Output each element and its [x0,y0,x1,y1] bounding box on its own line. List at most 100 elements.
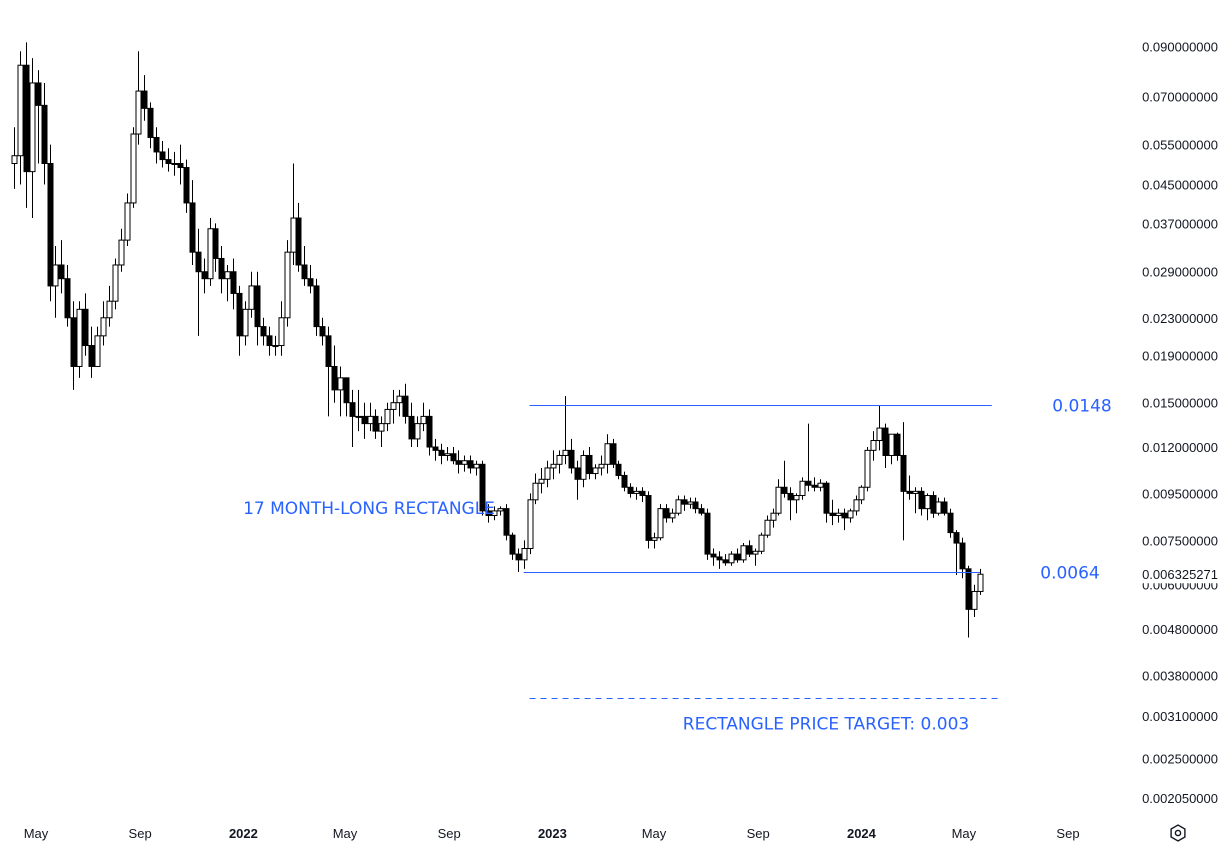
candle-body-up [598,463,605,469]
candle [675,495,682,516]
candle-body-down [627,486,634,494]
candles-layer [11,42,984,638]
candle [479,460,486,516]
candle [687,497,694,509]
candle [141,75,148,121]
candle-body-down [41,104,48,165]
candle [722,554,729,566]
candle-body-down [621,474,628,488]
time-axis[interactable]: May Sep 2022 May Sep 2023 May Sep 2024 May Sep [24,826,1080,841]
candle-body-up [864,449,871,488]
candle [544,460,551,488]
time-tick-label: 2024 [847,826,877,841]
candle-body-up [758,534,765,552]
candle-body-down [349,402,356,417]
candle-body-down [266,335,273,347]
price-tick-label: 0.004800000 [1142,622,1218,637]
price-tick-label: 0.007500000 [1142,533,1218,548]
settings-icon[interactable] [1170,824,1186,842]
time-tick-label: 2022 [229,826,258,841]
candle [171,151,178,176]
candle [372,409,379,439]
candle-body-up [752,550,759,555]
candle [242,301,249,346]
candle [355,389,362,432]
candle [82,293,89,356]
candle [432,438,439,461]
candle [924,493,931,521]
candle [740,543,747,563]
candle [497,506,504,516]
price-tick-label: 0.070000000 [1142,90,1218,105]
candle-body-up [378,423,385,432]
candle [716,551,723,569]
candle-body-up [633,490,640,494]
candle [450,447,457,465]
candle [698,504,705,516]
candle [461,455,468,472]
candle-body-down [426,415,433,448]
candle-body-up [52,264,59,287]
candle [201,258,208,294]
candle-body-down [485,510,492,517]
candle-body-up [272,345,279,348]
candle [935,497,942,516]
candle-body-down [361,415,368,425]
time-tick-label: 2023 [538,826,567,841]
candle-body-down [947,512,954,534]
candle-body-down [88,345,95,367]
candle-body-down [159,151,166,161]
candle [841,508,848,531]
candle [313,278,320,336]
candle [378,416,385,448]
candle-body-down [301,264,308,280]
candle [746,540,753,557]
candle [532,473,539,505]
candle-body-up [651,537,658,541]
candle-body-down [82,308,89,347]
time-tick-label: May [24,826,49,841]
settings-icon-outline [1170,824,1186,842]
candle [47,144,54,302]
candle-body-up [491,510,498,517]
candle [621,471,628,492]
candle-body-down [295,217,302,266]
candle-body-down [894,433,901,456]
price-tick-label: 0.055000000 [1142,138,1218,153]
price-tick-label: 0.015000000 [1142,396,1218,411]
candle [752,548,759,566]
candle-body-up [971,590,978,610]
price-tick-label: 0.045000000 [1142,177,1218,192]
candle-body-down [47,163,54,287]
candle-body-up [355,415,362,418]
candle [230,258,237,310]
candle [787,487,794,521]
candle [574,460,581,500]
candle [864,447,871,492]
candle-body-down [918,490,925,510]
candle-body-down [467,460,474,469]
candle-body-up [728,553,735,564]
candle [515,548,522,572]
price-axis[interactable]: 0.090000000 0.070000000 0.055000000 0.04500… [1134,40,1222,806]
upper-level-label: 0.0148 [1052,397,1111,417]
candle [485,504,492,523]
candle-body-down [930,495,937,514]
candle [189,180,196,265]
candle-body-down [402,395,409,417]
candle [301,246,308,286]
candle [971,584,978,618]
candle-body-down [841,512,848,519]
candle-body-up [799,480,806,497]
candle [17,51,24,185]
candle [106,285,113,327]
candle [894,432,901,461]
candle [710,548,717,566]
candle [218,246,225,294]
candle [426,409,433,456]
candle [361,402,368,439]
candle-body-down [716,556,723,561]
price-tick-label: 0.090000000 [1142,40,1218,55]
